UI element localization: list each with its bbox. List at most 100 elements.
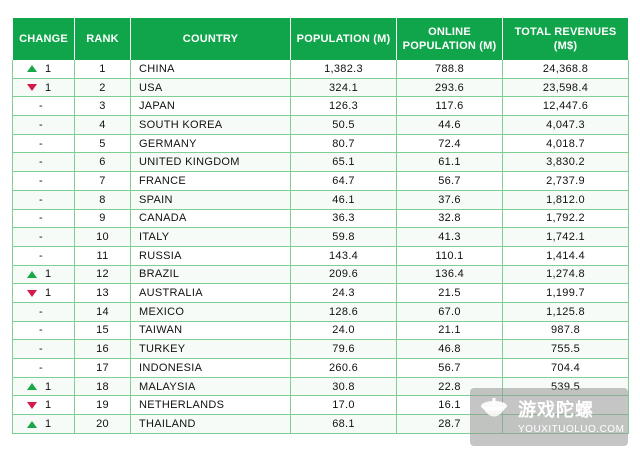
- population-cell: 50.5: [290, 115, 397, 135]
- change-cell: 1: [12, 414, 75, 434]
- ranking-table-container: CHANGE RANK COUNTRY POPULATION (M) ONLIN…: [12, 18, 629, 434]
- table-row: 1 13 AUSTRALIA 24.3 21.5 1,199.7: [12, 283, 629, 303]
- no-change-dash: -: [39, 343, 43, 356]
- online-population-cell: 293.6: [396, 78, 503, 98]
- total-revenues-cell: 1,792.2: [502, 209, 629, 229]
- country-cell: UNITED KINGDOM: [130, 152, 291, 173]
- rank-cell: 19: [74, 395, 131, 416]
- total-revenues-cell: 1,199.7: [502, 283, 629, 303]
- change-cell: -: [12, 134, 75, 154]
- table-row: - 11 RUSSIA 143.4 110.1 1,414.4: [12, 246, 629, 266]
- country-cell: MEXICO: [130, 302, 291, 322]
- rank-cell: 6: [74, 152, 131, 173]
- table-row: 1 2 USA 324.1 293.6 23,598.4: [12, 78, 629, 98]
- change-cell: 1: [12, 395, 75, 416]
- change-cell: -: [12, 302, 75, 322]
- change-value: 1: [45, 81, 52, 94]
- total-revenues-cell: 4,018.7: [502, 134, 629, 154]
- population-cell: 64.7: [290, 171, 397, 191]
- population-cell: 46.1: [290, 190, 397, 210]
- country-cell: JAPAN: [130, 96, 291, 117]
- country-cell: SPAIN: [130, 190, 291, 210]
- population-cell: 1,382.3: [290, 60, 397, 79]
- country-cell: INDONESIA: [130, 358, 291, 378]
- watermark-title: 游戏陀螺: [518, 400, 594, 421]
- country-ranking-table: CHANGE RANK COUNTRY POPULATION (M) ONLIN…: [12, 18, 629, 434]
- population-cell: 24.3: [290, 283, 397, 303]
- change-cell: -: [12, 321, 75, 341]
- total-revenues-cell: 3,830.2: [502, 152, 629, 173]
- country-cell: SOUTH KOREA: [130, 115, 291, 135]
- country-cell: GERMANY: [130, 134, 291, 154]
- population-cell: 68.1: [290, 414, 397, 434]
- rank-cell: 5: [74, 134, 131, 154]
- change-cell: -: [12, 227, 75, 247]
- table-row: 1 1 CHINA 1,382.3 788.8 24,368.8: [12, 60, 629, 79]
- change-cell: 1: [12, 78, 75, 98]
- change-value: 1: [45, 380, 52, 393]
- no-change-dash: -: [39, 174, 43, 187]
- table-row: - 15 TAIWAN 24.0 21.1 987.8: [12, 321, 629, 341]
- rank-cell: 13: [74, 283, 131, 303]
- rank-cell: 2: [74, 78, 131, 98]
- total-revenues-cell: 1,742.1: [502, 227, 629, 247]
- online-population-cell: 67.0: [396, 302, 503, 322]
- change-value: 1: [45, 268, 52, 281]
- spinning-top-logo-icon: [481, 398, 507, 417]
- table-row: - 9 CANADA 36.3 32.8 1,792.2: [12, 209, 629, 229]
- table-row: - 5 GERMANY 80.7 72.4 4,018.7: [12, 134, 629, 154]
- change-cell: -: [12, 358, 75, 378]
- rank-cell: 20: [74, 414, 131, 434]
- change-cell: -: [12, 171, 75, 191]
- total-revenues-cell: 4,047.3: [502, 115, 629, 135]
- population-cell: 79.6: [290, 339, 397, 359]
- rank-cell: 14: [74, 302, 131, 322]
- rank-cell: 11: [74, 246, 131, 266]
- country-cell: NETHERLANDS: [130, 395, 291, 416]
- table-row: - 6 UNITED KINGDOM 65.1 61.1 3,830.2: [12, 152, 629, 173]
- country-cell: RUSSIA: [130, 246, 291, 266]
- rank-cell: 9: [74, 209, 131, 229]
- population-cell: 65.1: [290, 152, 397, 173]
- online-population-cell: 110.1: [396, 246, 503, 266]
- change-cell: -: [12, 209, 75, 229]
- no-change-dash: -: [39, 231, 43, 244]
- online-population-cell: 56.7: [396, 358, 503, 378]
- change-cell: 1: [12, 377, 75, 397]
- change-cell: -: [12, 152, 75, 173]
- no-change-dash: -: [39, 137, 43, 150]
- online-population-cell: 56.7: [396, 171, 503, 191]
- online-population-cell: 117.6: [396, 96, 503, 117]
- no-change-dash: -: [39, 156, 43, 169]
- change-cell: 1: [12, 60, 75, 79]
- change-value: 1: [45, 417, 52, 430]
- population-cell: 126.3: [290, 96, 397, 117]
- total-revenues-cell: 755.5: [502, 339, 629, 359]
- rank-cell: 18: [74, 377, 131, 397]
- change-value: 1: [45, 62, 52, 75]
- total-revenues-cell: 987.8: [502, 321, 629, 341]
- population-cell: 80.7: [290, 134, 397, 154]
- table-row: - 4 SOUTH KOREA 50.5 44.6 4,047.3: [12, 115, 629, 135]
- country-cell: CHINA: [130, 60, 291, 79]
- table-header-row: CHANGE RANK COUNTRY POPULATION (M) ONLIN…: [12, 18, 629, 60]
- population-cell: 36.3: [290, 209, 397, 229]
- country-cell: THAILAND: [130, 414, 291, 434]
- online-population-cell: 788.8: [396, 60, 503, 79]
- header-country: COUNTRY: [130, 18, 291, 60]
- total-revenues-cell: 23,598.4: [502, 78, 629, 98]
- arrow-down-icon: [27, 289, 37, 297]
- country-cell: ITALY: [130, 227, 291, 247]
- country-cell: TAIWAN: [130, 321, 291, 341]
- population-cell: 209.6: [290, 265, 397, 285]
- no-change-dash: -: [39, 118, 43, 131]
- total-revenues-cell: 2,737.9: [502, 171, 629, 191]
- change-cell: -: [12, 190, 75, 210]
- table-row: - 7 FRANCE 64.7 56.7 2,737.9: [12, 171, 629, 191]
- header-rank: RANK: [74, 18, 131, 60]
- rank-cell: 4: [74, 115, 131, 135]
- country-cell: FRANCE: [130, 171, 291, 191]
- table-row: - 10 ITALY 59.8 41.3 1,742.1: [12, 227, 629, 247]
- total-revenues-cell: 704.4: [502, 358, 629, 378]
- change-cell: -: [12, 96, 75, 117]
